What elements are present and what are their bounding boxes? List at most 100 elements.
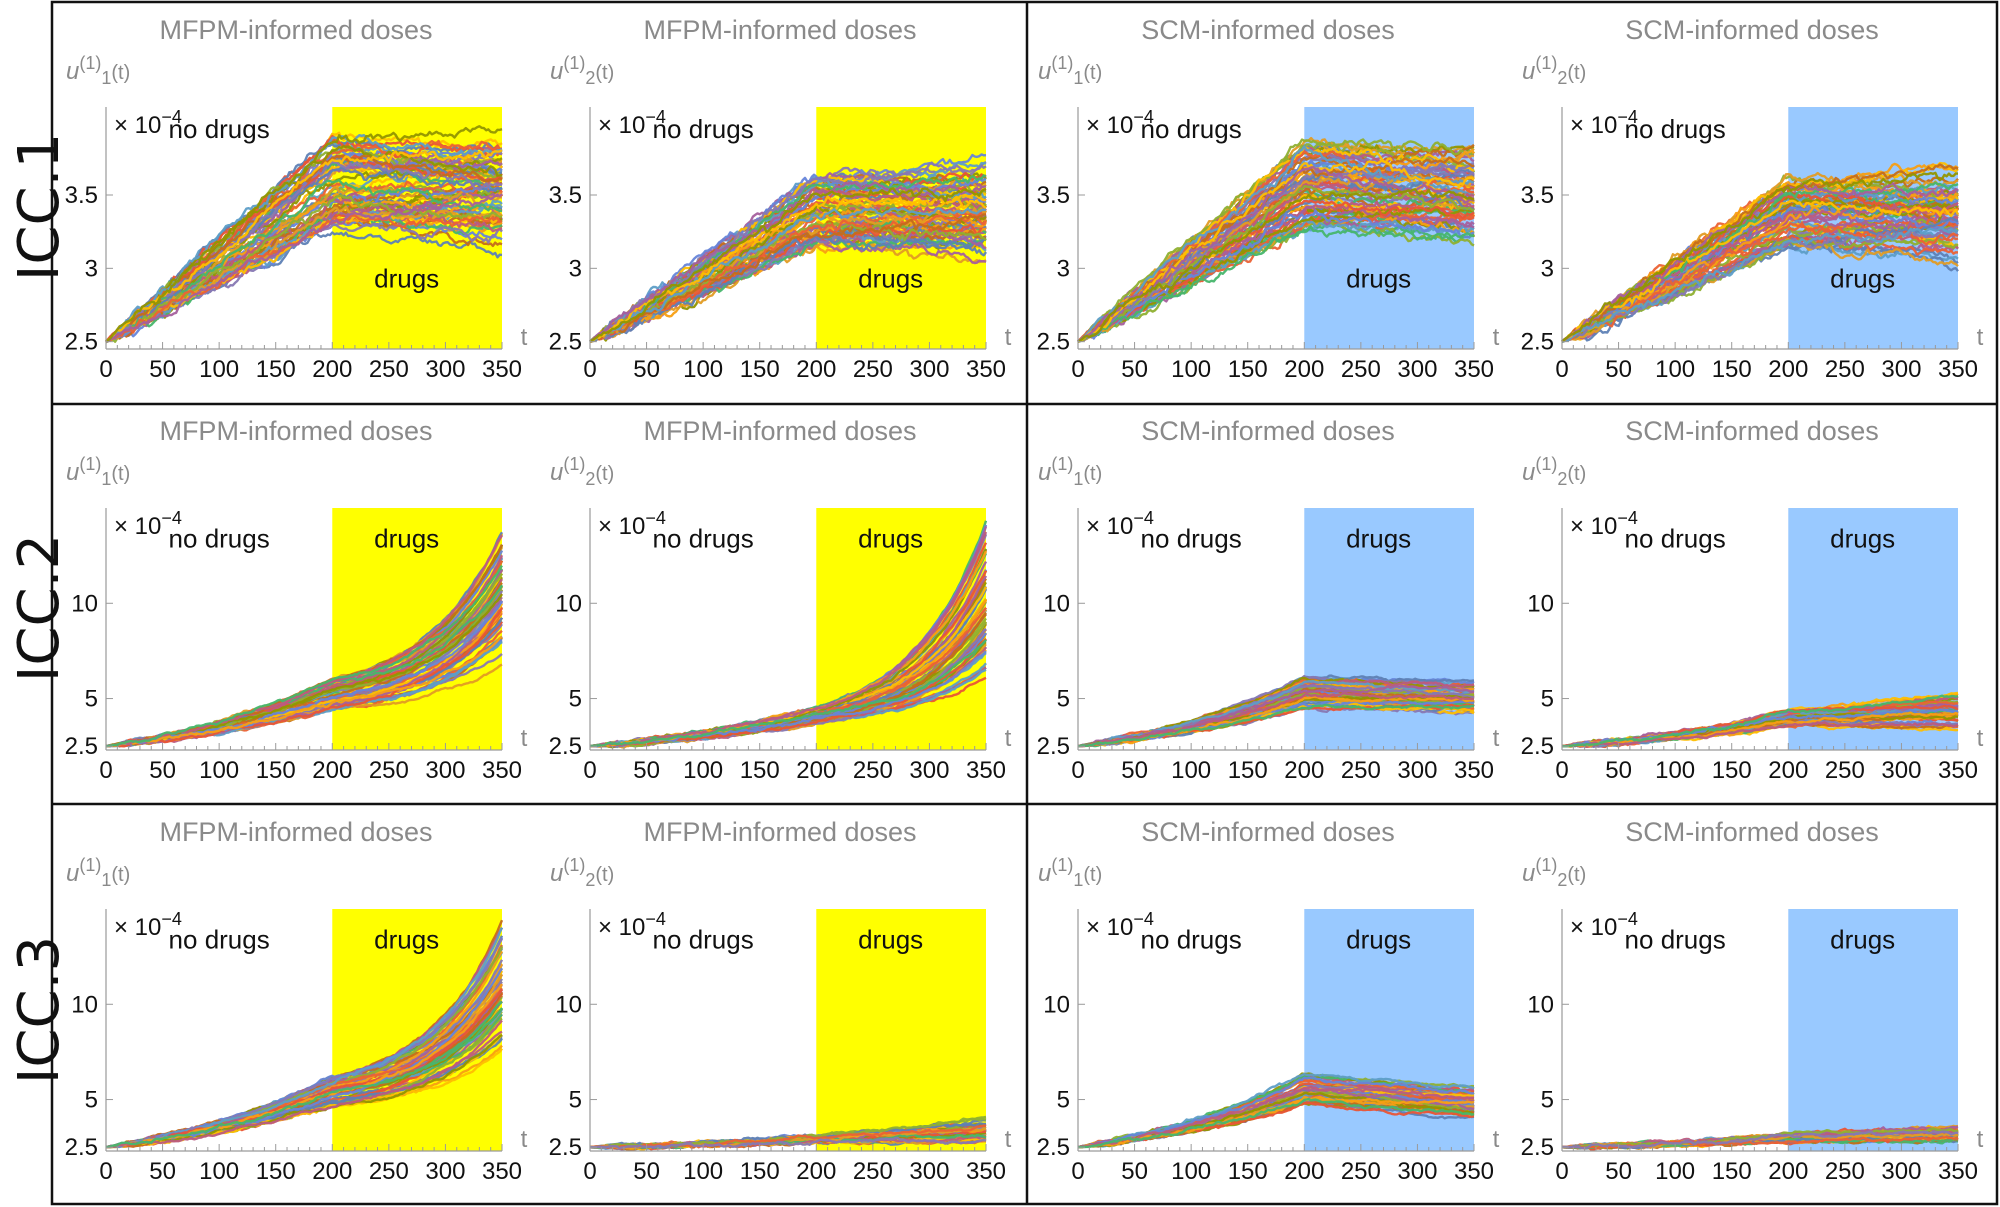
y-label-sub: 1 <box>101 870 111 890</box>
y-tick-label: 5 <box>85 686 98 713</box>
x-tick-label: 0 <box>1071 1158 1084 1185</box>
y-axis-label: u(1)2(t) <box>550 53 614 88</box>
series-path-61 <box>589 234 987 343</box>
x-tick-label: 100 <box>199 1158 239 1185</box>
annotation-no-drugs: no drugs <box>653 114 754 144</box>
x-tick-label: 350 <box>482 1158 522 1185</box>
y-label-sup: (1) <box>563 53 585 73</box>
y-multiplier-base: × 10 <box>1086 513 1133 540</box>
x-tick-label: 300 <box>1397 757 1437 784</box>
x-tick-label: 300 <box>1397 356 1437 383</box>
y-tick-label: 2.5 <box>549 1134 582 1161</box>
x-tick-label: 350 <box>1454 757 1494 784</box>
x-tick-label: 150 <box>256 1158 296 1185</box>
panel-title: MFPM-informed doses <box>643 416 916 446</box>
annotation-drugs: drugs <box>1346 924 1411 954</box>
y-label-base: u <box>1038 459 1051 486</box>
ensemble-paths <box>1077 136 1476 344</box>
series-path-66 <box>589 213 987 344</box>
series-path-57 <box>589 650 987 748</box>
ensemble-paths <box>105 125 504 344</box>
x-tick-label: 300 <box>425 356 465 383</box>
annotation-drugs: drugs <box>1830 924 1895 954</box>
x-tick-label: 50 <box>149 1158 176 1185</box>
y-label-base: u <box>1522 459 1535 486</box>
x-tick-label: 250 <box>1341 757 1381 784</box>
series-path-56 <box>105 607 504 748</box>
panel-3-2: 0 50 100 150 200 250 300 350 2.5 5 10 MFPM-informed… <box>549 817 1012 1185</box>
x-tick-label: 250 <box>1341 356 1381 383</box>
y-tick-label: 3.5 <box>65 182 98 209</box>
series-path-70 <box>105 125 503 343</box>
annotation-no-drugs: no drugs <box>1625 523 1726 553</box>
x-tick-label: 350 <box>966 1158 1006 1185</box>
x-tick-label: 0 <box>583 356 596 383</box>
x-tick-label: 350 <box>966 356 1006 383</box>
series-path-60 <box>1561 694 1959 748</box>
annotation-drugs: drugs <box>858 264 923 294</box>
y-label-sup: (1) <box>1535 454 1557 474</box>
y-label-tail: (t) <box>1567 62 1586 84</box>
x-tick-label: 200 <box>1284 1158 1324 1185</box>
y-label-sup: (1) <box>1051 454 1073 474</box>
x-axis-label: t <box>1005 725 1012 752</box>
y-multiplier-base: × 10 <box>1570 513 1617 540</box>
annotation-no-drugs: no drugs <box>1141 924 1242 954</box>
y-axis-label: u(1)2(t) <box>1522 53 1586 88</box>
x-tick-label: 250 <box>853 356 893 383</box>
x-tick-label: 250 <box>369 757 409 784</box>
x-tick-label: 100 <box>1171 356 1211 383</box>
y-label-sub: 2 <box>585 870 595 890</box>
x-tick-label: 350 <box>966 757 1006 784</box>
series-path-60 <box>1077 703 1475 748</box>
panel-title: SCM-informed doses <box>1625 817 1879 847</box>
panel-3-3: 0 50 100 150 200 250 300 350 2.5 5 10 SCM-informed … <box>1037 817 1500 1185</box>
x-axis-label: t <box>1493 1126 1500 1153</box>
ensemble-paths <box>589 520 988 749</box>
y-tick-label: 3.5 <box>1521 182 1554 209</box>
annotation-drugs: drugs <box>374 924 439 954</box>
x-tick-label: 50 <box>1121 356 1148 383</box>
panel-3-4: 0 50 100 150 200 250 300 350 2.5 5 10 SCM-informed … <box>1521 817 1984 1185</box>
annotation-no-drugs: no drugs <box>169 924 270 954</box>
y-tick-label: 2.5 <box>1521 329 1554 356</box>
ensemble-paths <box>1561 161 1960 344</box>
x-tick-label: 50 <box>1121 1158 1148 1185</box>
ensemble-paths <box>1561 691 1959 749</box>
panel-title: SCM-informed doses <box>1141 416 1395 446</box>
annotation-no-drugs: no drugs <box>1141 523 1242 553</box>
y-tick-label: 5 <box>569 686 582 713</box>
y-tick-label: 5 <box>1541 1087 1554 1114</box>
y-multiplier: × 10−4 <box>1570 508 1638 540</box>
series-path-58 <box>1077 1097 1475 1149</box>
x-axis-label: t <box>1977 725 1984 752</box>
y-label-base: u <box>1522 58 1535 85</box>
y-tick-label: 2.5 <box>65 1134 98 1161</box>
x-tick-label: 100 <box>683 356 723 383</box>
panel-2-2: 0 50 100 150 200 250 300 350 2.5 5 10 MFPM-informed… <box>549 416 1012 784</box>
x-tick-label: 50 <box>1605 356 1632 383</box>
y-tick-label: 3.5 <box>1037 182 1070 209</box>
y-tick-label: 3 <box>569 255 582 282</box>
x-tick-label: 300 <box>1397 1158 1437 1185</box>
y-multiplier-base: × 10 <box>1570 112 1617 139</box>
x-tick-label: 350 <box>482 757 522 784</box>
y-tick-label: 3 <box>85 255 98 282</box>
x-axis-label: t <box>1493 324 1500 351</box>
series-path-50 <box>590 1136 987 1150</box>
annotation-no-drugs: no drugs <box>653 924 754 954</box>
row-label-icc2: ICC.2 <box>7 533 72 683</box>
annotation-no-drugs: no drugs <box>653 523 754 553</box>
x-tick-label: 0 <box>1071 356 1084 383</box>
y-label-sub: 1 <box>1073 68 1083 88</box>
series-path-67 <box>589 206 987 343</box>
x-tick-label: 350 <box>1938 757 1978 784</box>
x-tick-label: 300 <box>425 757 465 784</box>
x-tick-label: 200 <box>796 356 836 383</box>
y-tick-label: 3 <box>1541 255 1554 282</box>
y-label-base: u <box>66 459 79 486</box>
y-label-base: u <box>66 860 79 887</box>
y-multiplier-exp: −4 <box>161 107 182 127</box>
y-label-sub: 2 <box>1557 870 1567 890</box>
panel-2-1: 0 50 100 150 200 250 300 350 2.5 5 10 MFPM-informed… <box>65 416 528 784</box>
